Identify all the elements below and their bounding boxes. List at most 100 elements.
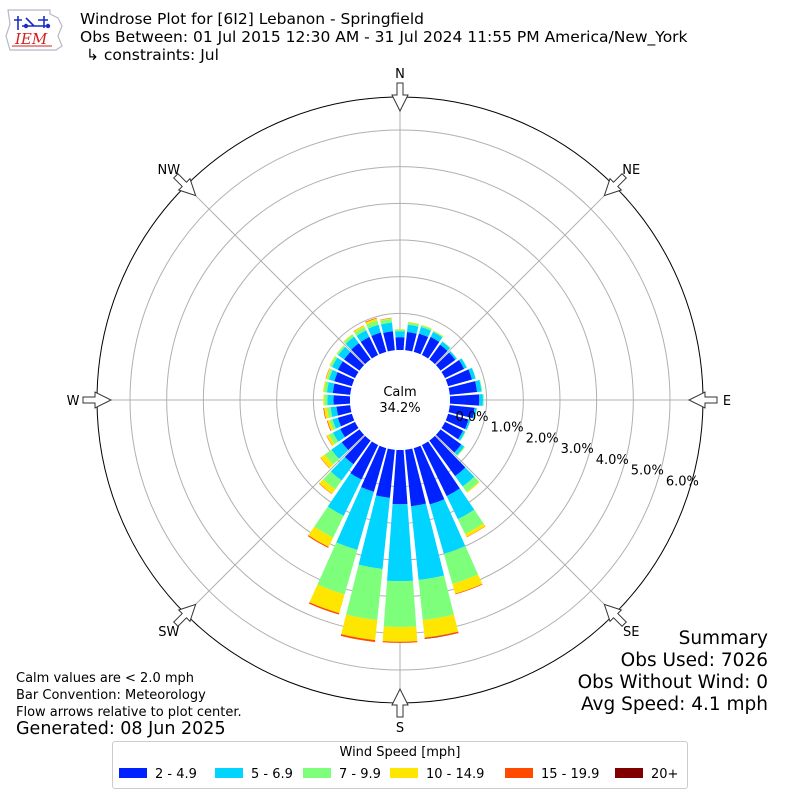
wind-bar-segment bbox=[336, 405, 352, 416]
wind-bar-segment bbox=[452, 574, 483, 594]
flow-arrows-note: Flow arrows relative to plot center. bbox=[16, 705, 242, 720]
radial-tick-label: 5.0% bbox=[631, 464, 664, 479]
wind-bar-segment bbox=[429, 344, 448, 365]
wind-bar-segment bbox=[465, 419, 471, 430]
radial-tick-label: 6.0% bbox=[666, 474, 699, 489]
wind-bar-segment bbox=[458, 430, 466, 441]
wind-bar-segment bbox=[435, 352, 456, 371]
wind-bar-segment bbox=[358, 495, 390, 569]
wind-bar-segment bbox=[344, 435, 371, 465]
direction-label: E bbox=[723, 394, 731, 409]
wind-bar-segment bbox=[322, 381, 326, 393]
flow-arrow bbox=[391, 82, 409, 113]
wind-bar-segment bbox=[308, 526, 334, 547]
wind-bar-segment bbox=[338, 346, 351, 360]
wind-bar-segment bbox=[356, 330, 370, 342]
wind-bar-segment bbox=[459, 431, 466, 441]
legend-label: 10 - 14.9 bbox=[426, 767, 485, 782]
wind-bar-segment bbox=[336, 487, 374, 550]
radial-tick-label: 4.0% bbox=[596, 453, 629, 468]
wind-bar-segment bbox=[455, 467, 475, 487]
wind-bar-segment bbox=[429, 435, 466, 477]
wind-bar-segment bbox=[408, 321, 420, 325]
wind-bar-segment bbox=[455, 583, 483, 595]
summary-avg-speed: Avg Speed: 4.1 mph bbox=[580, 694, 768, 715]
flow-arrow bbox=[391, 687, 409, 718]
wind-bar-segment bbox=[405, 448, 427, 507]
wind-bar-segment bbox=[331, 357, 343, 370]
flow-arrow bbox=[82, 391, 113, 409]
calm-label: Calm bbox=[383, 385, 416, 400]
wind-bar-segment bbox=[379, 318, 392, 321]
legend: Wind Speed [mph] 2 - 4.9 5 - 6.9 7 - 9.9… bbox=[112, 741, 688, 789]
wind-bar-segment bbox=[371, 332, 387, 355]
wind-bar-segment bbox=[474, 407, 478, 419]
wind-bar-segment bbox=[324, 381, 329, 393]
wind-bar-segment bbox=[472, 407, 477, 419]
wind-bar-segment bbox=[328, 432, 339, 445]
wind-bars bbox=[307, 317, 486, 643]
wind-bar-segment bbox=[407, 322, 419, 327]
wind-bar-segment bbox=[418, 326, 432, 337]
wind-bar-segment bbox=[461, 358, 468, 368]
wind-bar-segment bbox=[413, 445, 445, 505]
wind-bar-segment bbox=[449, 351, 457, 360]
wind-bar-segment bbox=[365, 317, 377, 323]
wind-bar-segment bbox=[433, 330, 444, 337]
wind-bar-segment bbox=[446, 488, 475, 520]
wind-bar-segment bbox=[323, 471, 342, 490]
wind-bar-segment bbox=[421, 441, 460, 497]
grid-spoke bbox=[185, 435, 365, 615]
wind-bar-segment bbox=[324, 449, 340, 465]
wind-bar-segment bbox=[326, 434, 335, 446]
summary-obs-without-wind: Obs Without Wind: 0 bbox=[577, 672, 768, 693]
logo-text: IEM bbox=[14, 30, 48, 48]
legend-item: 7 - 9.9 bbox=[303, 767, 381, 783]
wind-bar-segment bbox=[320, 457, 330, 469]
wind-bar-segment bbox=[337, 361, 359, 379]
flow-arrow bbox=[603, 603, 627, 627]
wind-bar-segment bbox=[332, 417, 341, 429]
legend-item: 2 - 4.9 bbox=[119, 767, 197, 783]
wind-bar-segment bbox=[407, 324, 419, 334]
wind-bar-segment bbox=[381, 322, 393, 334]
wind-bar-segment bbox=[326, 435, 333, 446]
wind-bar-segment bbox=[329, 419, 336, 430]
wind-bar-segment bbox=[465, 523, 486, 538]
wind-bar-segment bbox=[457, 446, 466, 456]
wind-bar-segment bbox=[346, 564, 383, 621]
direction-label: NE bbox=[622, 163, 640, 178]
wind-bar-segment bbox=[324, 407, 329, 419]
wind-bar-segment bbox=[320, 454, 334, 469]
wind-bar-segment bbox=[383, 331, 395, 352]
wind-bar-segment bbox=[329, 355, 336, 366]
wind-bar-segment bbox=[382, 641, 418, 643]
axis-labels: 0.0%1.0%2.0%3.0%4.0%5.0%6.0% N NE E SE S SW W NW bbox=[67, 67, 732, 736]
wind-bar-segment bbox=[334, 372, 355, 387]
wind-bar-segment bbox=[454, 444, 465, 456]
wind-bar-segment bbox=[382, 626, 418, 642]
chart-title: Windrose Plot for [6I2] Lebanon - Spring… bbox=[80, 10, 424, 28]
wind-bar-segment bbox=[395, 331, 405, 338]
wind-bar-segment bbox=[379, 317, 392, 321]
wind-bar-segment bbox=[421, 324, 432, 329]
wind-bar-segment bbox=[309, 584, 345, 614]
wind-bar-segment bbox=[482, 394, 484, 406]
legend-label: 7 - 9.9 bbox=[339, 767, 381, 782]
wind-bar-segment bbox=[330, 406, 338, 418]
wind-bar-segment bbox=[331, 442, 349, 460]
wind-bar-segment bbox=[466, 420, 471, 430]
radial-tick-label: 1.0% bbox=[491, 421, 524, 436]
calm-value: 34.2% bbox=[379, 401, 420, 416]
wind-bar-segment bbox=[340, 634, 376, 642]
wind-bar-segment bbox=[330, 456, 354, 481]
wind-bar-segment bbox=[336, 345, 346, 356]
wind-bar-segment bbox=[336, 345, 344, 355]
radial-tick-label: 0.0% bbox=[455, 410, 488, 425]
radial-tick-label: 3.0% bbox=[561, 442, 594, 457]
wind-bar-segment bbox=[466, 481, 480, 493]
wind-bar-segment bbox=[387, 503, 413, 582]
wind-bar-segment bbox=[450, 350, 458, 359]
wind-bar-segment bbox=[327, 420, 334, 431]
wind-bar-segment bbox=[433, 330, 444, 338]
